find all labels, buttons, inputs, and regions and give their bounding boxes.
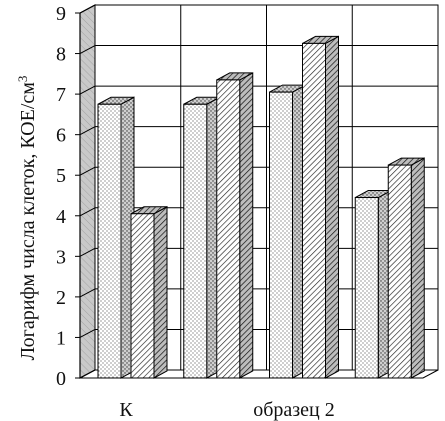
bar-front: [130, 213, 155, 379]
bar-front: [269, 91, 293, 379]
x-category-label: образец 2: [253, 399, 335, 421]
bar-3-1: [269, 84, 306, 379]
side-gridline: [79, 329, 96, 338]
bar-1-1: [97, 96, 135, 379]
bar-front: [216, 79, 241, 379]
bar-front: [387, 164, 412, 379]
bar-front: [97, 103, 122, 379]
bar-4-2: [387, 157, 425, 379]
x-category-label: К: [119, 399, 133, 421]
y-tick-label: 2: [56, 287, 66, 309]
y-axis-label: Логарифм числа клеток, КОЕ/см3: [15, 76, 39, 361]
y-tick-label: 3: [56, 246, 66, 268]
side-wall: [79, 4, 96, 379]
bar-side: [410, 157, 425, 379]
side-gridline: [79, 85, 96, 95]
side-gridline: [79, 45, 96, 54]
y-tick-label: 5: [56, 165, 66, 187]
y-tick-label: 4: [56, 206, 66, 228]
bar-2-1: [183, 96, 221, 379]
bar-4-1: [354, 189, 392, 379]
bar-front: [302, 42, 326, 379]
bar-front: [183, 103, 208, 379]
side-gridline: [79, 247, 96, 257]
bar-front: [354, 197, 379, 379]
y-tick-label: 0: [56, 368, 66, 390]
bar-side: [153, 205, 168, 379]
side-gridline: [79, 207, 96, 217]
side-gridline: [79, 4, 96, 14]
bars: [97, 35, 425, 379]
side-gridline: [79, 166, 96, 176]
y-tick-label: 9: [56, 3, 66, 25]
bar-3-2: [302, 35, 339, 379]
bar-2-2: [216, 72, 254, 379]
y-tick-label: 1: [56, 327, 66, 349]
side-gridline: [79, 369, 96, 379]
y-axis-ticks: 0 1 2 3 4 5 6 7 8 9: [56, 3, 80, 390]
side-gridline: [79, 288, 96, 298]
bar-1-2: [130, 205, 168, 379]
y-tick-label: 7: [56, 84, 66, 106]
y-tick-label: 8: [56, 44, 66, 66]
y-tick-label: 6: [56, 125, 66, 147]
side-gridline: [79, 126, 96, 136]
bar-side: [325, 35, 339, 379]
bar-side: [239, 72, 254, 379]
